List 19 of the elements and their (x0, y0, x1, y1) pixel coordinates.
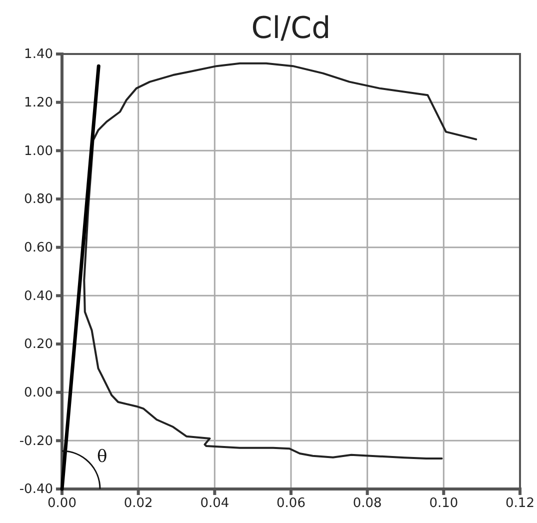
y-tick-label: -0.20 (19, 434, 53, 449)
y-tick-label: 1.20 (24, 95, 53, 110)
x-tick-label: 0.02 (124, 496, 153, 512)
x-tick-label: 0.00 (48, 496, 76, 512)
x-tick-label: 0.06 (276, 496, 306, 512)
x-tick-label: 0.04 (200, 496, 230, 512)
y-tick-label: -0.40 (19, 482, 53, 498)
y-tick-label: 0.00 (24, 385, 53, 400)
x-tick-label: 0.10 (429, 496, 458, 512)
y-tick-label: 1.00 (24, 144, 53, 159)
y-tick-label: 0.80 (24, 192, 53, 208)
x-tick-label: 0.08 (352, 496, 382, 512)
x-tick-label: 0.12 (506, 496, 534, 512)
y-tick-label: 0.60 (24, 240, 53, 256)
annotation: θ (97, 447, 108, 467)
y-tick-label: 0.40 (24, 288, 53, 304)
y-tick-label: 1.40 (24, 47, 53, 62)
chart-title: Cl/Cd (251, 11, 331, 46)
y-tick-label: 0.20 (24, 337, 53, 352)
